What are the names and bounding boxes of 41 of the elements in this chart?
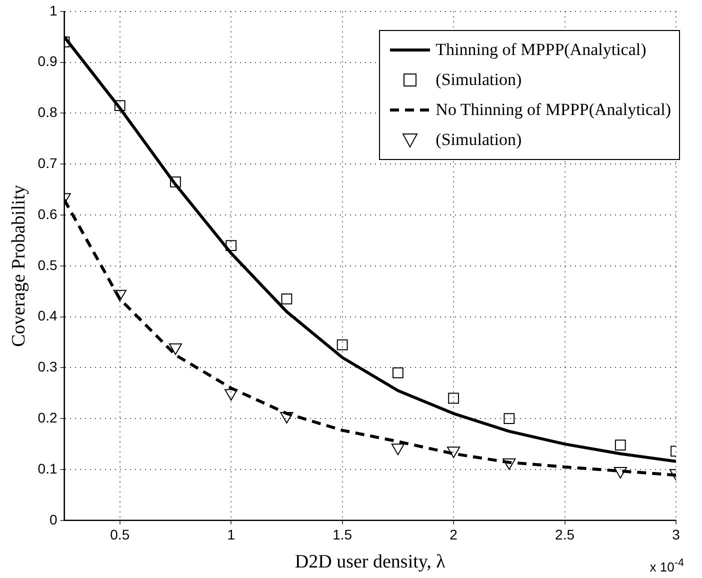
point bbox=[502, 458, 516, 470]
legend-label: (Simulation) bbox=[436, 70, 522, 90]
point bbox=[614, 467, 627, 479]
y-tick-label: 0.1 bbox=[38, 460, 58, 476]
point bbox=[224, 389, 238, 401]
legend-label: No Thinning of MPPP(Analytical) bbox=[436, 100, 671, 120]
point bbox=[448, 392, 459, 404]
point bbox=[280, 412, 294, 424]
x-tick-label: 1 bbox=[227, 526, 236, 543]
text: x 10$^{-4}$ bbox=[650, 556, 684, 574]
y-tick-label: 0.2 bbox=[38, 409, 58, 426]
y-tick-label: 0.4 bbox=[38, 308, 58, 324]
point bbox=[113, 290, 126, 302]
y-tick-label: 0 bbox=[49, 511, 58, 528]
x-tick-label: 1.5 bbox=[332, 526, 352, 543]
x-tick-label: 3 bbox=[672, 526, 680, 543]
y-tick-label: 0.7 bbox=[38, 154, 58, 171]
y-tick-label: 0.9 bbox=[38, 53, 58, 70]
x-tick-label: 2 bbox=[450, 526, 458, 543]
point bbox=[391, 444, 404, 456]
point bbox=[226, 240, 237, 251]
y-tick-label: 0.6 bbox=[38, 206, 58, 222]
x-tick-label: 0.5 bbox=[110, 526, 130, 543]
point bbox=[168, 343, 182, 355]
legend-label: (Simulation) bbox=[436, 130, 522, 150]
point bbox=[281, 294, 292, 304]
y-tick-label: 0.8 bbox=[38, 104, 58, 120]
legend-label: Thinning of MPPP(Analytical) bbox=[436, 40, 646, 60]
point bbox=[614, 440, 626, 451]
y-tick-label: 0.5 bbox=[38, 256, 58, 273]
y-tick-label: 0.3 bbox=[38, 358, 58, 375]
point bbox=[446, 446, 460, 458]
y-axis-title: Coverage Probability bbox=[8, 184, 30, 347]
x-tick-label: 2.5 bbox=[555, 526, 575, 543]
x-axis-title: D2D user density, λ bbox=[294, 552, 446, 573]
point bbox=[114, 100, 126, 112]
point bbox=[504, 413, 515, 424]
y-tick-label: 1 bbox=[49, 2, 58, 18]
point bbox=[392, 367, 404, 378]
point bbox=[170, 176, 181, 188]
point bbox=[336, 339, 348, 350]
